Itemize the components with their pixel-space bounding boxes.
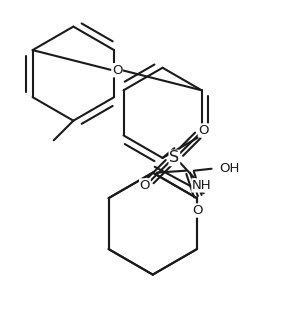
Text: O: O	[112, 64, 122, 77]
Text: S: S	[169, 150, 179, 166]
Text: O: O	[140, 179, 150, 192]
Text: NH: NH	[192, 179, 212, 192]
Text: O: O	[199, 124, 209, 137]
Text: OH: OH	[219, 162, 240, 175]
Text: O: O	[193, 204, 203, 217]
